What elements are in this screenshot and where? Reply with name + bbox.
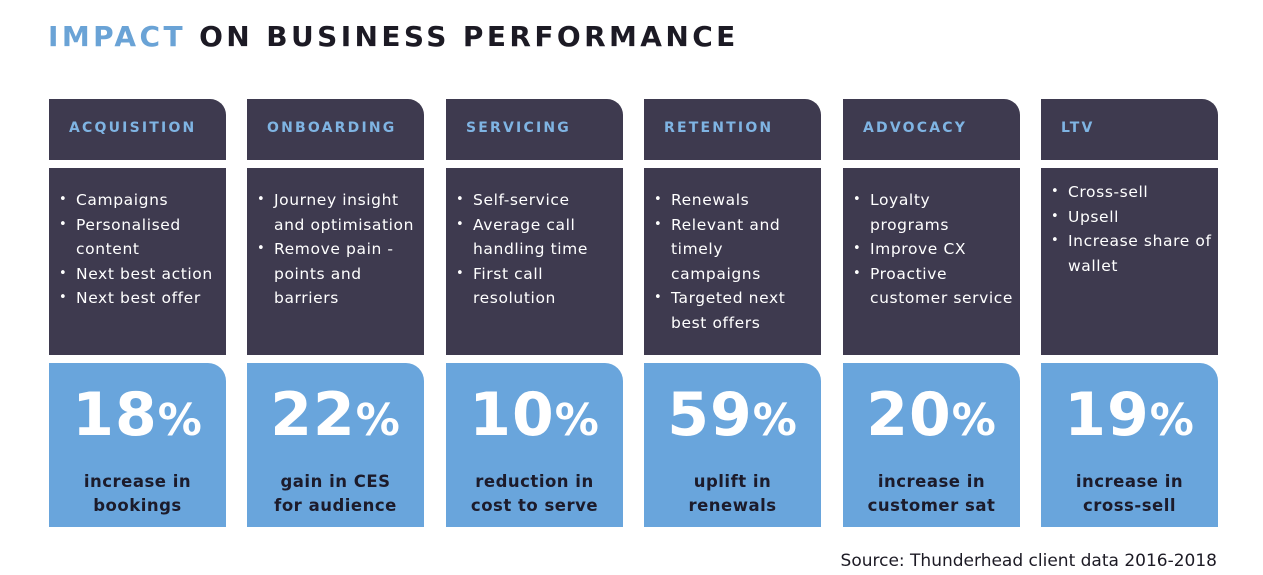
bullet-item: First call resolution: [454, 262, 617, 311]
stat-line: bookings: [93, 496, 182, 515]
stat-description: increase in bookings: [49, 470, 226, 518]
stat-line: customer sat: [867, 496, 996, 515]
bullet-list: Cross-sell Upsell Increase share of wall…: [1049, 180, 1212, 278]
bullet-item: Improve CX: [851, 237, 1014, 262]
stat-description: increase in customer sat: [843, 470, 1020, 518]
stat-line: cost to serve: [470, 496, 599, 515]
stat-unit: %: [1149, 395, 1195, 446]
bullet-item: Loyalty programs: [851, 188, 1014, 237]
bullet-item: Journey insight and optimisation: [255, 188, 418, 237]
stat-number: 19: [1064, 380, 1150, 450]
stat-line: uplift in: [693, 472, 772, 491]
bullet-item: Self-service: [454, 188, 617, 213]
stat-line: for audience: [274, 496, 397, 515]
column-body: Loyalty programs Improve CX Proactive cu…: [843, 168, 1020, 355]
bullet-item: Next best action: [57, 262, 220, 287]
stat-description: reduction in cost to serve: [446, 470, 623, 518]
stat-unit: %: [157, 395, 203, 446]
column-header: ACQUISITION: [49, 99, 226, 160]
stat-description: increase in cross-sell: [1041, 470, 1218, 518]
stat-value: 10%: [446, 381, 623, 455]
stat-line: renewals: [688, 496, 777, 515]
stat-number: 10: [469, 380, 555, 450]
stat-line: increase in: [83, 472, 192, 491]
stat-panel: 18% increase in bookings: [49, 363, 226, 527]
bullet-item: Remove pain -points and barriers: [255, 237, 418, 311]
stat-number: 22: [270, 380, 356, 450]
stat-line: increase in: [1075, 472, 1184, 491]
stat-line: reduction in: [475, 472, 594, 491]
stat-unit: %: [951, 395, 997, 446]
bullet-list: Campaigns Personalised content Next best…: [57, 188, 220, 311]
stat-value: 18%: [49, 381, 226, 455]
bullet-item: Cross-sell: [1049, 180, 1212, 205]
title-accent: IMPACT: [48, 20, 186, 53]
bullet-list: Renewals Relevant and timely campaigns T…: [652, 188, 815, 336]
column-header: SERVICING: [446, 99, 623, 160]
stat-number: 59: [667, 380, 753, 450]
source-note: Source: Thunderhead client data 2016-201…: [840, 551, 1217, 571]
column-retention: RETENTION Renewals Relevant and timely c…: [644, 99, 821, 527]
column-body: Self-service Average call handling time …: [446, 168, 623, 355]
bullet-item: Personalised content: [57, 213, 220, 262]
column-header: ADVOCACY: [843, 99, 1020, 160]
column-body: Campaigns Personalised content Next best…: [49, 168, 226, 355]
stat-value: 20%: [843, 381, 1020, 455]
title-rest: ON BUSINESS PERFORMANCE: [185, 20, 739, 53]
bullet-item: Next best offer: [57, 286, 220, 311]
stat-panel: 10% reduction in cost to serve: [446, 363, 623, 527]
bullet-item: Average call handling time: [454, 213, 617, 262]
bullet-item: Upsell: [1049, 205, 1212, 230]
column-body: Renewals Relevant and timely campaigns T…: [644, 168, 821, 355]
stat-value: 19%: [1041, 381, 1218, 455]
stat-unit: %: [554, 395, 600, 446]
bullet-item: Relevant and timely campaigns: [652, 213, 815, 287]
column-body: Journey insight and optimisation Remove …: [247, 168, 424, 355]
bullet-item: Renewals: [652, 188, 815, 213]
column-advocacy: ADVOCACY Loyalty programs Improve CX Pro…: [843, 99, 1020, 527]
stat-value: 59%: [644, 381, 821, 455]
column-header: ONBOARDING: [247, 99, 424, 160]
stat-description: gain in CES for audience: [247, 470, 424, 518]
stat-number: 18: [72, 380, 158, 450]
column-header: LTV: [1041, 99, 1218, 160]
stat-line: cross-sell: [1082, 496, 1177, 515]
stat-panel: 22% gain in CES for audience: [247, 363, 424, 527]
stat-panel: 59% uplift in renewals: [644, 363, 821, 527]
bullet-item: Campaigns: [57, 188, 220, 213]
stat-line: gain in CES: [280, 472, 391, 491]
column-servicing: SERVICING Self-service Average call hand…: [446, 99, 623, 527]
stat-panel: 19% increase in cross-sell: [1041, 363, 1218, 527]
stat-unit: %: [355, 395, 401, 446]
stat-number: 20: [866, 380, 952, 450]
bullet-item: Proactive customer service: [851, 262, 1014, 311]
page-title: IMPACT ON BUSINESS PERFORMANCE: [48, 20, 739, 54]
stat-description: uplift in renewals: [644, 470, 821, 518]
column-onboarding: ONBOARDING Journey insight and optimisat…: [247, 99, 424, 527]
stat-unit: %: [752, 395, 798, 446]
stat-panel: 20% increase in customer sat: [843, 363, 1020, 527]
column-ltv: LTV Cross-sell Upsell Increase share of …: [1041, 99, 1218, 527]
bullet-item: Increase share of wallet: [1049, 229, 1212, 278]
bullet-list: Loyalty programs Improve CX Proactive cu…: [851, 188, 1014, 311]
column-acquisition: ACQUISITION Campaigns Personalised conte…: [49, 99, 226, 527]
bullet-list: Self-service Average call handling time …: [454, 188, 617, 311]
bullet-list: Journey insight and optimisation Remove …: [255, 188, 418, 311]
column-body: Cross-sell Upsell Increase share of wall…: [1041, 168, 1218, 355]
stat-value: 22%: [247, 381, 424, 455]
column-header: RETENTION: [644, 99, 821, 160]
bullet-item: Targeted next best offers: [652, 286, 815, 335]
stat-line: increase in: [877, 472, 986, 491]
